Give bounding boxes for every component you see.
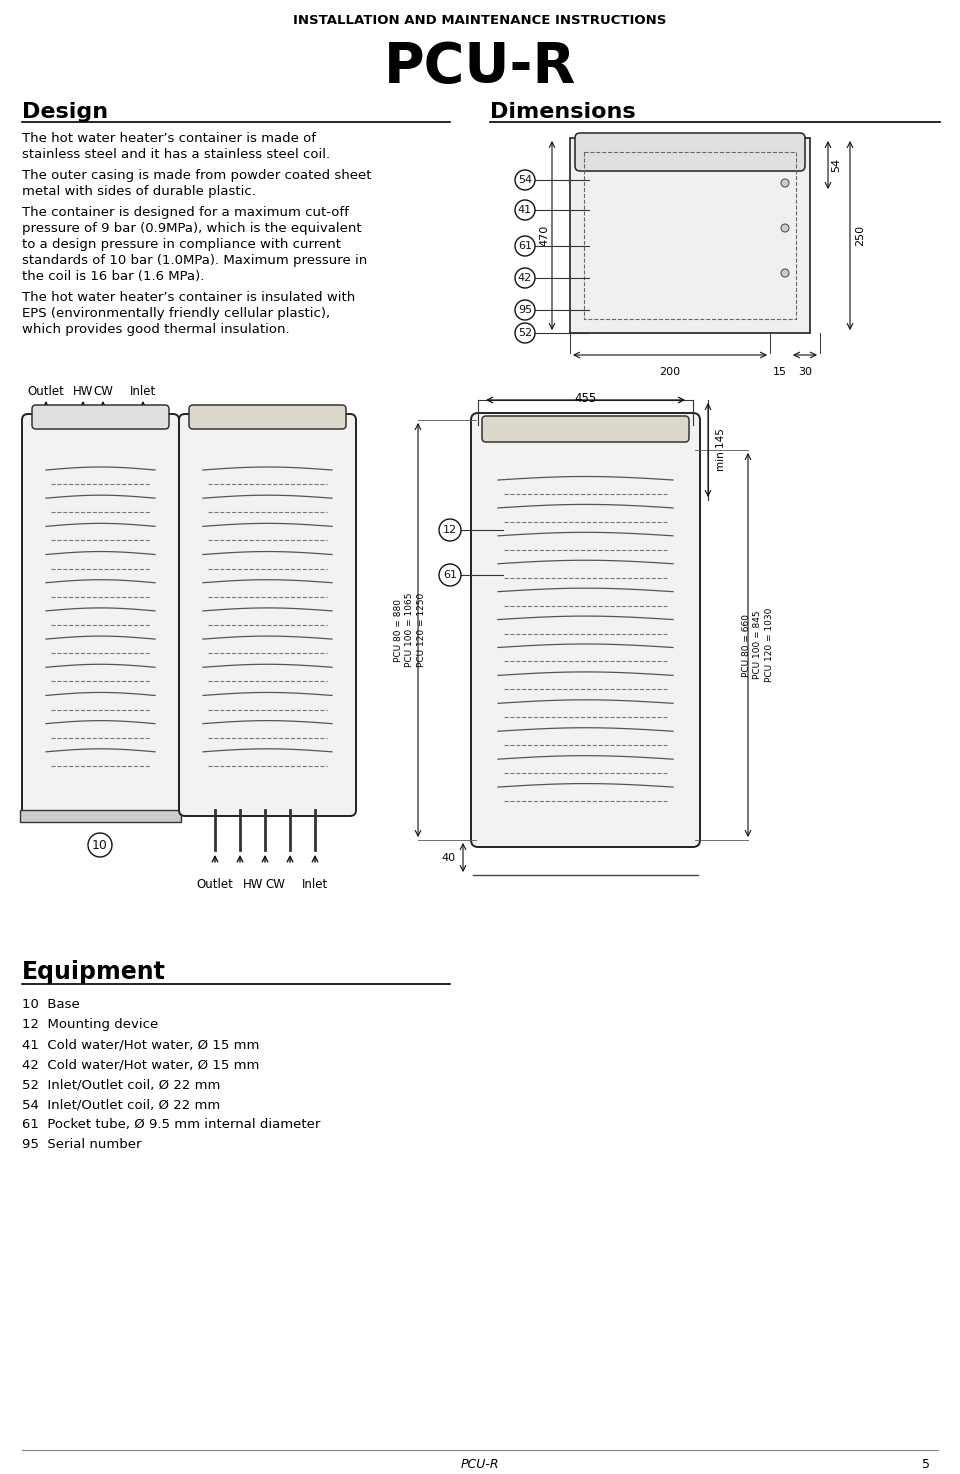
Circle shape bbox=[439, 519, 461, 541]
Text: 42: 42 bbox=[517, 273, 532, 283]
Text: stainless steel and it has a stainless steel coil.: stainless steel and it has a stainless s… bbox=[22, 147, 330, 161]
Text: PCU-R: PCU-R bbox=[461, 1458, 499, 1471]
Text: HW: HW bbox=[73, 385, 93, 398]
Text: 52  Inlet/Outlet coil, Ø 22 mm: 52 Inlet/Outlet coil, Ø 22 mm bbox=[22, 1077, 221, 1091]
Text: Outlet: Outlet bbox=[197, 879, 233, 890]
Text: 470: 470 bbox=[539, 226, 549, 246]
FancyBboxPatch shape bbox=[471, 413, 700, 848]
Text: CW: CW bbox=[265, 879, 285, 890]
Text: Outlet: Outlet bbox=[28, 385, 64, 398]
Circle shape bbox=[781, 178, 789, 187]
Text: 54: 54 bbox=[518, 175, 532, 186]
Text: 42  Cold water/Hot water, Ø 15 mm: 42 Cold water/Hot water, Ø 15 mm bbox=[22, 1058, 259, 1072]
Text: 15: 15 bbox=[773, 367, 787, 377]
Text: 95: 95 bbox=[518, 305, 532, 315]
Circle shape bbox=[88, 833, 112, 856]
Text: The container is designed for a maximum cut-off: The container is designed for a maximum … bbox=[22, 206, 348, 220]
Text: 61: 61 bbox=[518, 242, 532, 251]
Text: 12: 12 bbox=[443, 525, 457, 535]
Circle shape bbox=[515, 268, 535, 287]
Bar bbox=[20, 811, 181, 822]
Text: to a design pressure in compliance with current: to a design pressure in compliance with … bbox=[22, 237, 341, 251]
Text: Dimensions: Dimensions bbox=[490, 102, 636, 122]
Text: 54  Inlet/Outlet coil, Ø 22 mm: 54 Inlet/Outlet coil, Ø 22 mm bbox=[22, 1098, 220, 1111]
Text: Equipment: Equipment bbox=[22, 960, 166, 985]
Circle shape bbox=[515, 200, 535, 220]
FancyBboxPatch shape bbox=[179, 414, 356, 817]
Text: 40: 40 bbox=[441, 852, 455, 862]
FancyBboxPatch shape bbox=[575, 133, 805, 171]
Text: 200: 200 bbox=[660, 367, 681, 377]
Circle shape bbox=[515, 236, 535, 256]
Text: The outer casing is made from powder coated sheet: The outer casing is made from powder coa… bbox=[22, 170, 372, 181]
Text: INSTALLATION AND MAINTENANCE INSTRUCTIONS: INSTALLATION AND MAINTENANCE INSTRUCTION… bbox=[294, 13, 666, 27]
Text: 61: 61 bbox=[443, 570, 457, 579]
Text: min 145: min 145 bbox=[716, 429, 726, 472]
Text: standards of 10 bar (1.0MPa). Maximum pressure in: standards of 10 bar (1.0MPa). Maximum pr… bbox=[22, 254, 368, 267]
Text: 10  Base: 10 Base bbox=[22, 998, 80, 1011]
Text: 250: 250 bbox=[855, 226, 865, 246]
Text: which provides good thermal insulation.: which provides good thermal insulation. bbox=[22, 323, 290, 336]
Text: 41: 41 bbox=[518, 205, 532, 215]
FancyBboxPatch shape bbox=[32, 405, 169, 429]
Text: Inlet: Inlet bbox=[301, 879, 328, 890]
Circle shape bbox=[439, 565, 461, 587]
Circle shape bbox=[515, 301, 535, 320]
Text: 54: 54 bbox=[831, 158, 841, 172]
Text: pressure of 9 bar (0.9MPa), which is the equivalent: pressure of 9 bar (0.9MPa), which is the… bbox=[22, 223, 362, 234]
Text: 52: 52 bbox=[518, 329, 532, 338]
Text: the coil is 16 bar (1.6 MPa).: the coil is 16 bar (1.6 MPa). bbox=[22, 270, 204, 283]
Circle shape bbox=[781, 268, 789, 277]
FancyBboxPatch shape bbox=[482, 416, 689, 442]
Text: PCU 80 = 880
PCU 100 = 1065
PCU 120 = 1250: PCU 80 = 880 PCU 100 = 1065 PCU 120 = 12… bbox=[394, 593, 426, 668]
Text: The hot water heater’s container is made of: The hot water heater’s container is made… bbox=[22, 133, 316, 144]
Text: 30: 30 bbox=[798, 367, 812, 377]
Text: CW: CW bbox=[93, 385, 113, 398]
Text: 12  Mounting device: 12 Mounting device bbox=[22, 1019, 158, 1030]
Text: 41  Cold water/Hot water, Ø 15 mm: 41 Cold water/Hot water, Ø 15 mm bbox=[22, 1038, 259, 1051]
Circle shape bbox=[515, 323, 535, 343]
Text: 61  Pocket tube, Ø 9.5 mm internal diameter: 61 Pocket tube, Ø 9.5 mm internal diamet… bbox=[22, 1117, 321, 1131]
Text: 95  Serial number: 95 Serial number bbox=[22, 1138, 141, 1151]
Text: PCU-R: PCU-R bbox=[384, 40, 576, 94]
Circle shape bbox=[781, 224, 789, 231]
Text: Inlet: Inlet bbox=[130, 385, 156, 398]
Circle shape bbox=[515, 170, 535, 190]
Text: 5: 5 bbox=[922, 1458, 930, 1471]
Text: PCU 80 = 660
PCU 100 = 845
PCU 120 = 1030: PCU 80 = 660 PCU 100 = 845 PCU 120 = 103… bbox=[742, 607, 775, 682]
Text: metal with sides of durable plastic.: metal with sides of durable plastic. bbox=[22, 186, 256, 198]
Text: 455: 455 bbox=[574, 392, 596, 405]
Text: EPS (environmentally friendly cellular plastic),: EPS (environmentally friendly cellular p… bbox=[22, 307, 330, 320]
Text: Design: Design bbox=[22, 102, 108, 122]
Text: 10: 10 bbox=[92, 839, 108, 852]
FancyBboxPatch shape bbox=[22, 414, 179, 817]
FancyBboxPatch shape bbox=[189, 405, 346, 429]
Text: HW: HW bbox=[243, 879, 263, 890]
Text: The hot water heater’s container is insulated with: The hot water heater’s container is insu… bbox=[22, 290, 355, 304]
Bar bbox=[570, 139, 810, 333]
